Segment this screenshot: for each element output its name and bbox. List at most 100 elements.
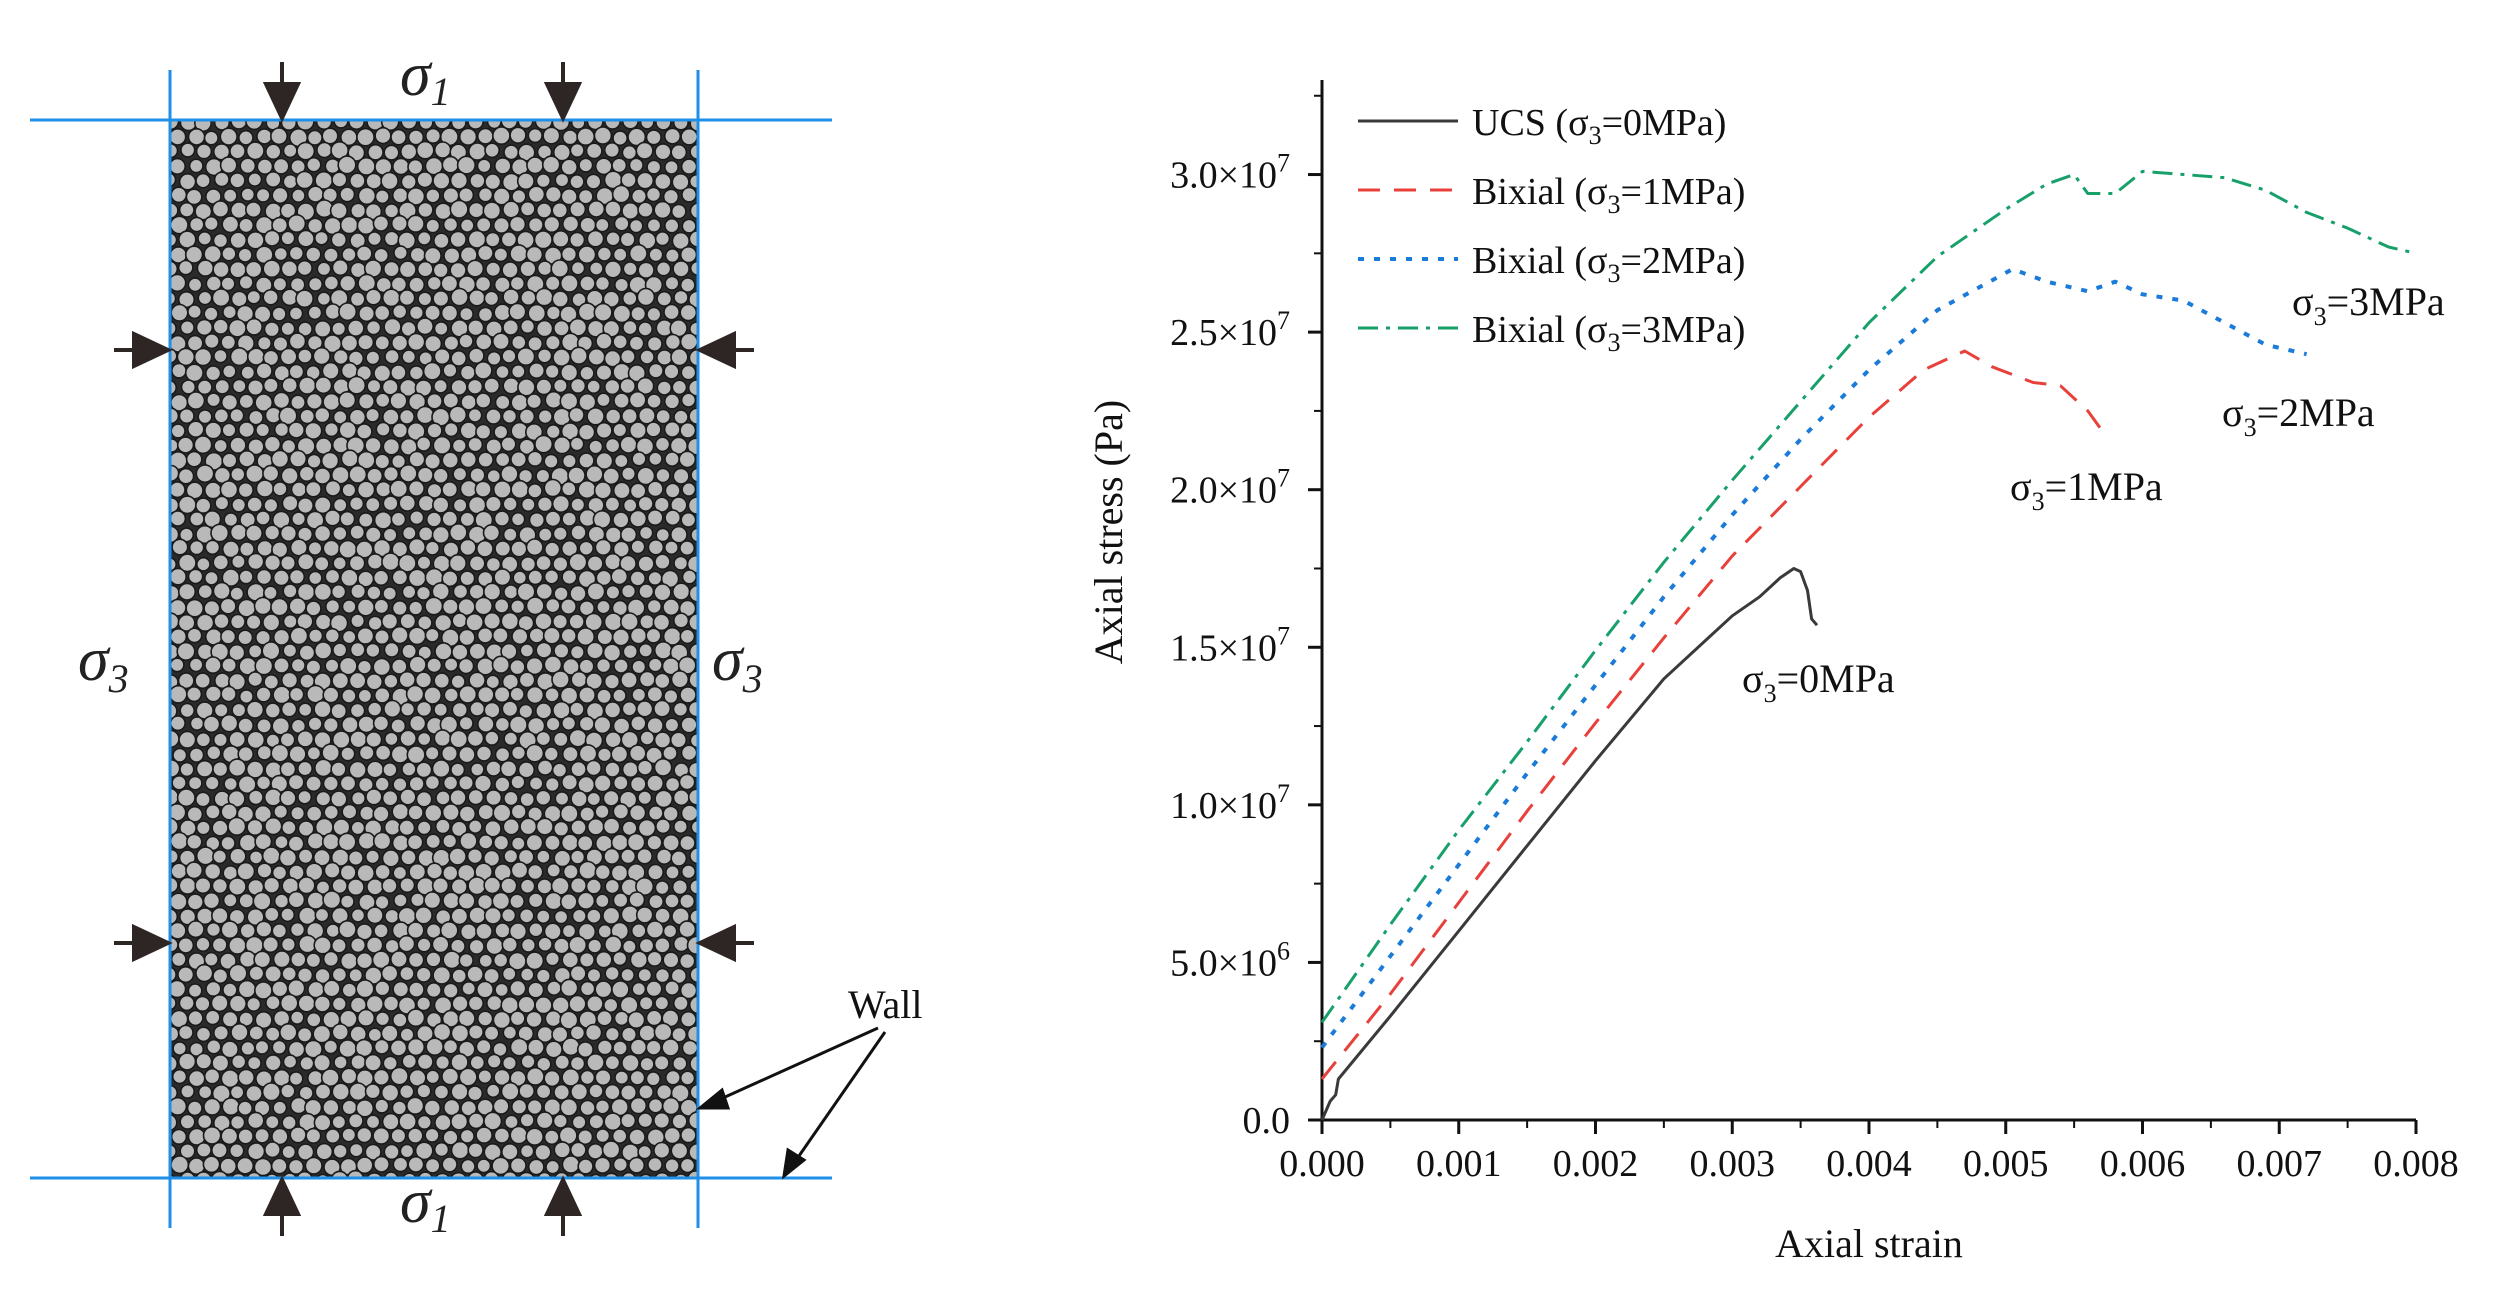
chart-legend: UCS (σ3=0MPa) Bixial (σ3=1MPa) Bixial (σ… [1358, 102, 1745, 357]
particle [577, 188, 594, 205]
particle [307, 628, 324, 644]
particle [520, 1053, 536, 1070]
particle [459, 922, 478, 941]
particle [332, 642, 348, 658]
particle [332, 348, 349, 366]
particle [485, 1083, 501, 1099]
particle [408, 862, 427, 881]
particle [612, 247, 628, 263]
particle [630, 188, 648, 205]
particle [416, 937, 432, 953]
particle [477, 834, 494, 850]
particle [638, 1173, 653, 1178]
particle [639, 349, 655, 365]
particle [579, 1069, 596, 1086]
particle [551, 290, 570, 308]
particle [646, 716, 664, 735]
particle [170, 186, 188, 204]
particle [432, 467, 450, 485]
particle [560, 188, 578, 206]
particle [543, 834, 561, 852]
particle [672, 467, 690, 485]
particle [212, 553, 230, 571]
particle [172, 1041, 188, 1056]
particle [255, 187, 271, 203]
particle [228, 1142, 245, 1159]
particle [296, 229, 315, 248]
particle [520, 289, 537, 307]
particle [636, 759, 654, 776]
particle [586, 817, 605, 836]
particle [195, 1026, 212, 1043]
particle [338, 391, 357, 410]
particle [313, 319, 332, 338]
particle [372, 569, 390, 587]
particle [271, 864, 288, 881]
particle [619, 554, 637, 573]
particle [602, 997, 619, 1014]
particle [559, 804, 579, 824]
particle [570, 670, 588, 689]
particle [383, 230, 400, 247]
particle [195, 963, 214, 983]
particle [680, 158, 698, 175]
particle [306, 185, 325, 203]
particle [288, 332, 307, 351]
particle [655, 120, 672, 131]
particle [544, 390, 563, 410]
particle [414, 671, 433, 689]
particle [176, 436, 195, 454]
particle [578, 860, 598, 880]
particle [434, 818, 451, 835]
particle [630, 922, 647, 939]
particle [348, 120, 365, 131]
particle [441, 598, 460, 616]
particle [670, 1141, 689, 1160]
particle [519, 791, 536, 808]
particle [492, 1097, 510, 1115]
particle [568, 406, 585, 424]
particle [237, 1068, 255, 1087]
particle [585, 173, 602, 190]
series-line-3 [1320, 169, 2417, 1024]
particle [245, 141, 265, 161]
particle [467, 319, 485, 337]
particle [279, 524, 298, 542]
particle [332, 497, 348, 513]
particle [357, 831, 376, 851]
particle [213, 438, 229, 454]
particle [679, 686, 697, 704]
particle [321, 832, 341, 851]
particle [409, 246, 427, 264]
particle [287, 773, 305, 791]
particle [179, 1171, 196, 1178]
particle [346, 319, 365, 338]
particle [367, 615, 384, 632]
particle [229, 847, 247, 866]
particle [516, 172, 535, 191]
particle [594, 217, 610, 233]
particle [545, 716, 561, 732]
particle [493, 597, 510, 614]
particle [535, 909, 551, 925]
particle [546, 862, 562, 878]
particle [664, 1069, 681, 1086]
particle [228, 994, 248, 1013]
particle [179, 319, 195, 336]
particle [229, 523, 248, 542]
particle [440, 274, 459, 293]
particle [619, 348, 636, 365]
particle [442, 1038, 459, 1055]
particle [628, 218, 644, 234]
particle [612, 774, 629, 791]
particle [366, 231, 383, 247]
particle [494, 451, 511, 468]
particle [390, 275, 408, 293]
particle [170, 1155, 190, 1175]
particle [602, 817, 621, 836]
particle [246, 730, 266, 750]
particle [272, 276, 288, 292]
particle [603, 142, 621, 159]
particle [374, 392, 391, 409]
particle [681, 569, 698, 585]
